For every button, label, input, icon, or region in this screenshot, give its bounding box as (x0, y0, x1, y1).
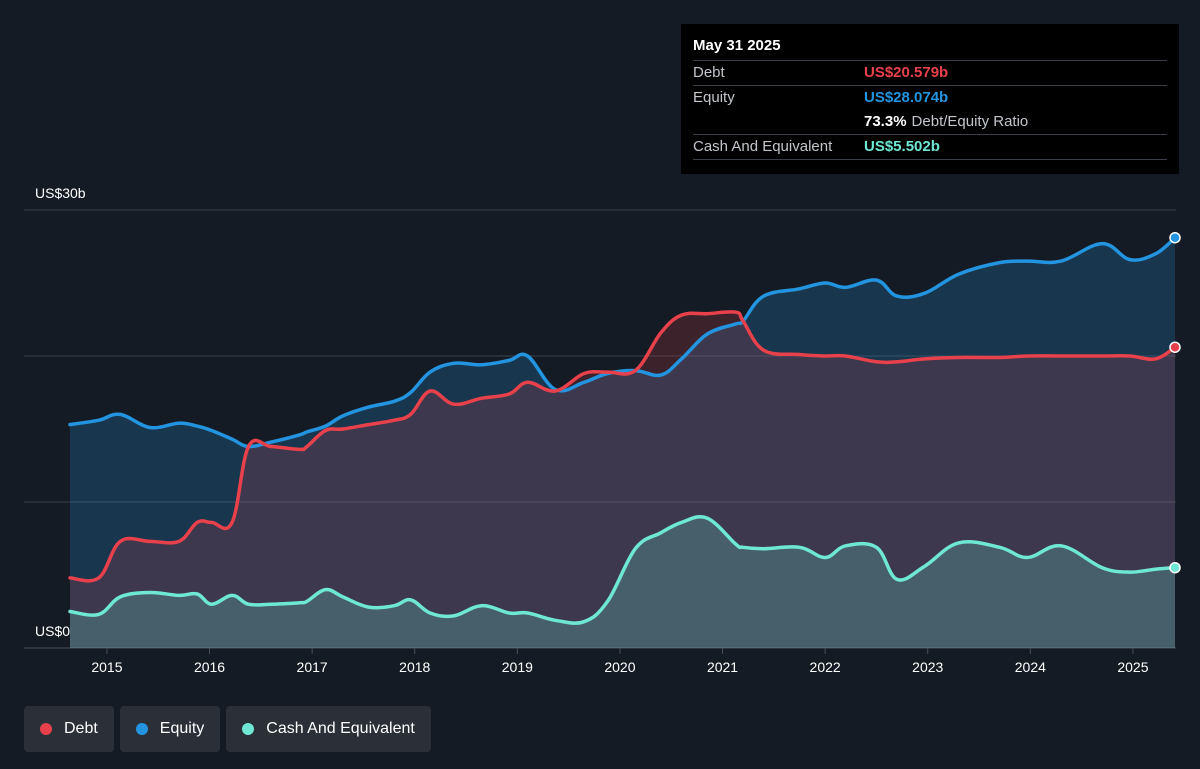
tooltip-equity-value: US$28.074b (864, 89, 949, 106)
legend-equity-dot-icon (135, 723, 148, 735)
tooltip-debt-label: Debt (693, 64, 725, 81)
x-tick-label: 2020 (604, 659, 635, 675)
tooltip-debt-row: Debt US$20.579b (693, 60, 1167, 85)
tooltip-equity-label: Equity (693, 89, 735, 106)
x-tick-label: 2017 (297, 659, 328, 675)
equity-endpoint[interactable] (1169, 231, 1181, 244)
x-tick-label: 2016 (194, 659, 225, 675)
legend-debt-dot-icon (40, 723, 52, 735)
tooltip-panel: May 31 2025 Debt US$20.579b Equity US$28… (681, 24, 1179, 174)
equity-line (68, 235, 1177, 449)
series-areas (70, 237, 1175, 648)
legend-debt-button[interactable]: Debt (24, 706, 114, 752)
tooltip-equity-row: Equity US$28.074b (693, 85, 1167, 110)
tooltip-debt-value: US$20.579b (864, 64, 949, 81)
tooltip-cash-value: US$5.502b (864, 138, 940, 155)
legend-equity-button[interactable]: Equity (119, 706, 221, 752)
x-tick-label: 2022 (810, 659, 841, 675)
x-tick-label: 2024 (1015, 659, 1046, 675)
legend-equity-label: Equity (159, 720, 205, 737)
y-axis-top-label: US$30b (35, 185, 86, 201)
tooltip-cash-label: Cash And Equivalent (693, 138, 833, 155)
x-tick-label: 2018 (399, 659, 430, 675)
debt-endpoint[interactable] (1169, 341, 1181, 353)
cash-endpoint[interactable] (1169, 561, 1181, 574)
x-tick-label: 2023 (912, 659, 943, 675)
legend-cash-button[interactable]: Cash And Equivalent (226, 706, 431, 752)
legend-cash-dot-icon (242, 723, 255, 735)
x-axis: 2015 2016 2017 2018 2019 2020 2021 2022 2023 2024… (91, 648, 1149, 675)
cash-area (70, 516, 1175, 648)
y-axis-bottom-label: US$0 (35, 623, 70, 639)
x-tick-label: 2019 (502, 659, 533, 675)
x-tick-label: 2025 (1117, 659, 1148, 675)
tooltip-date: May 31 2025 (693, 37, 781, 54)
x-tick-label: 2021 (707, 659, 738, 675)
series-lines (68, 231, 1181, 625)
equity-area (70, 237, 1175, 648)
debt-equity-chart: 2015 2016 2017 2018 2019 2020 2021 2022 2023 2024… (24, 185, 1181, 675)
cash-line (68, 514, 1177, 625)
legend-debt-label: Debt (64, 720, 98, 737)
debt-line (68, 310, 1177, 583)
tooltip-cash-row: Cash And Equivalent US$5.502b (693, 134, 1167, 160)
legend-cash-label: Cash And Equivalent (266, 720, 415, 737)
tooltip-ratio-value: 73.3% (864, 113, 907, 130)
tooltip-ratio-label: Debt/Equity Ratio (911, 113, 1029, 130)
chart-legend: Debt Equity Cash And Equivalent (24, 706, 431, 752)
tooltip-ratio-row: 73.3% Debt/Equity Ratio (693, 110, 1167, 134)
debt-area (70, 311, 1175, 648)
x-tick-label: 2015 (91, 659, 122, 675)
